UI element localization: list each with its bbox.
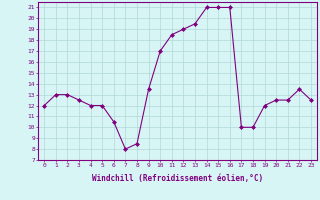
X-axis label: Windchill (Refroidissement éolien,°C): Windchill (Refroidissement éolien,°C) [92,174,263,183]
